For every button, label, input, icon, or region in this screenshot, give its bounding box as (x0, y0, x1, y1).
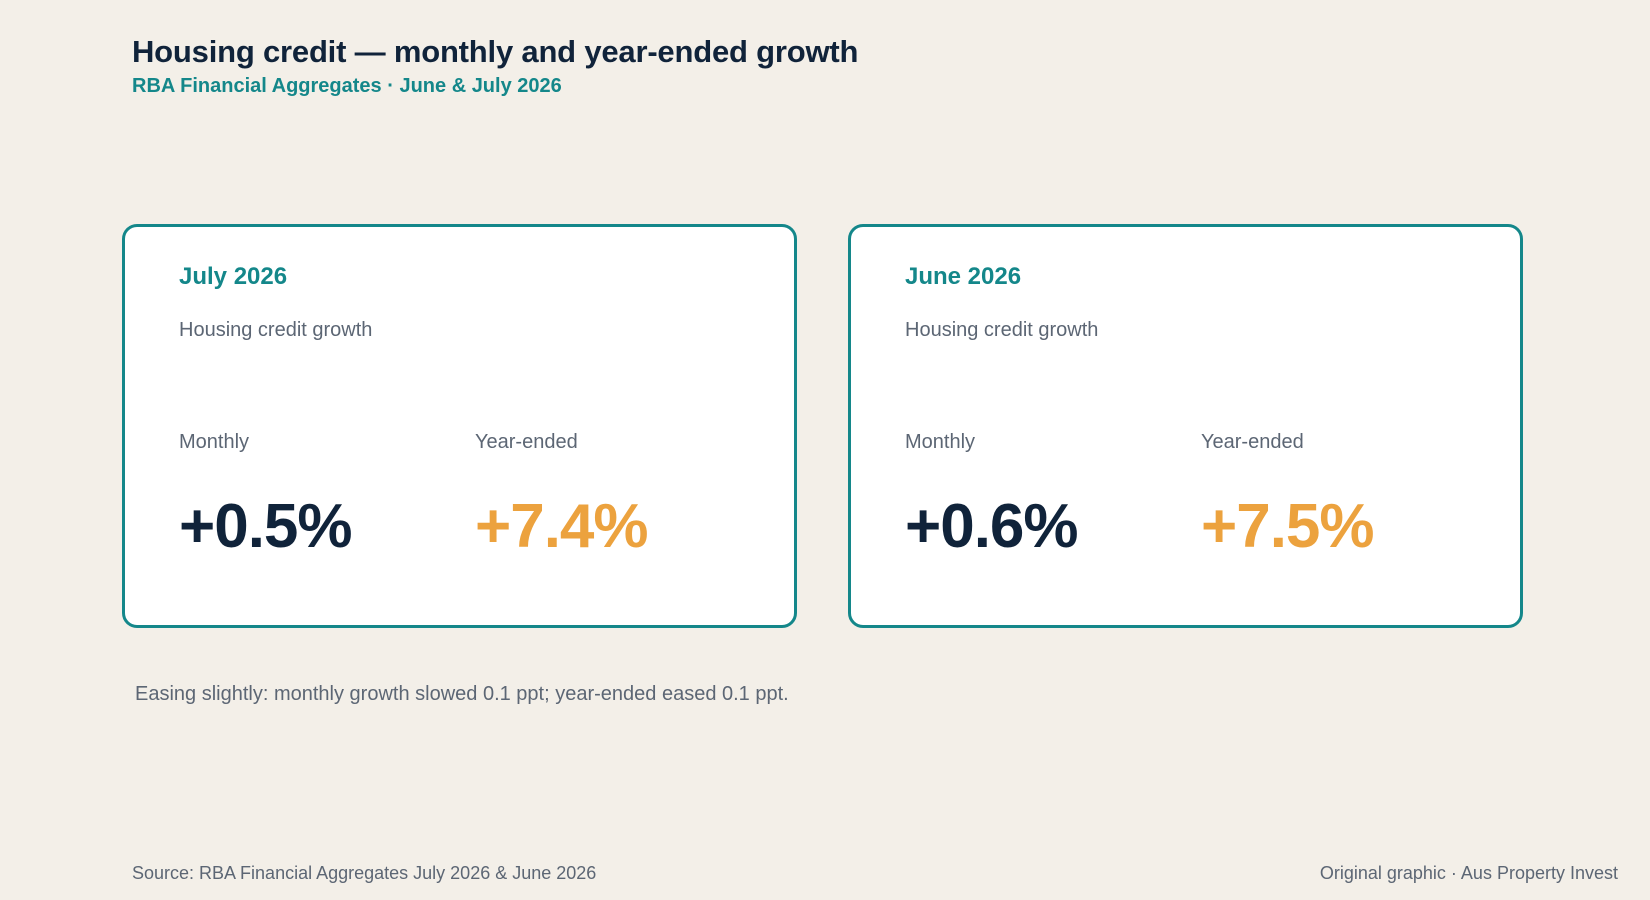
card-description: Housing credit growth (179, 319, 373, 341)
monthly-value: +0.5% (179, 492, 353, 561)
card-july-2026: July 2026 Housing credit growth Monthly … (122, 224, 797, 628)
year-ended-value: +7.4% (475, 492, 649, 561)
page-title: Housing credit — monthly and year-ended … (132, 34, 859, 69)
year-ended-label: Year-ended (1201, 431, 1304, 453)
card-period: June 2026 (905, 263, 1022, 290)
monthly-label: Monthly (905, 431, 976, 453)
monthly-value: +0.6% (905, 492, 1079, 561)
monthly-label: Monthly (179, 431, 250, 453)
card-period: July 2026 (179, 263, 288, 290)
card-description: Housing credit growth (905, 319, 1099, 341)
page-subtitle: RBA Financial Aggregates · June & July 2… (132, 75, 562, 97)
year-ended-label: Year-ended (475, 431, 578, 453)
year-ended-value: +7.5% (1201, 492, 1375, 561)
summary-note: Easing slightly: monthly growth slowed 0… (135, 683, 789, 705)
source-note: Source: RBA Financial Aggregates July 20… (132, 863, 597, 883)
card-june-2026: June 2026 Housing credit growth Monthly … (848, 224, 1523, 628)
credit-note: Original graphic · Aus Property Invest (1319, 863, 1618, 883)
